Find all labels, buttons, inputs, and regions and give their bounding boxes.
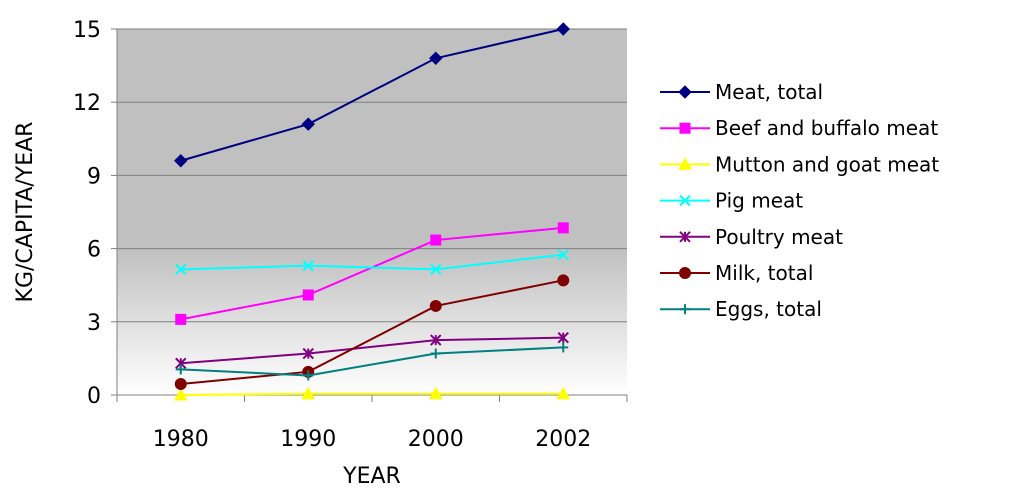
legend-marker — [680, 304, 690, 315]
legend: Meat, total Beef and buffalo meat Mutton a… — [660, 80, 939, 321]
data-point — [175, 263, 187, 276]
data-point — [175, 313, 187, 325]
data-point — [302, 259, 314, 272]
data-point — [175, 364, 186, 375]
series-mutton-and-goat-meat — [173, 386, 571, 401]
data-point — [302, 347, 314, 360]
legend-label: Pig meat — [715, 189, 803, 213]
x-tick-label: 2000 — [408, 427, 464, 452]
y-tick-label: 15 — [73, 18, 101, 43]
legend-marker — [679, 122, 691, 134]
series-line — [180, 346, 564, 377]
series-line — [180, 279, 564, 386]
data-point — [556, 22, 570, 36]
x-tick-label: 1980 — [153, 427, 209, 452]
data-point — [174, 154, 188, 168]
y-tick-label: 3 — [87, 311, 101, 336]
x-tick-label: 2002 — [535, 427, 591, 452]
data-point — [174, 378, 187, 391]
series-line — [180, 28, 564, 162]
legend-label: Mutton and goat meat — [715, 152, 939, 176]
series-eggs-total — [175, 342, 569, 381]
series-line — [180, 336, 564, 365]
x-tick-label: 1990 — [280, 427, 336, 452]
legend-item: Meat, total — [660, 80, 823, 104]
legend-item: Beef and buffalo meat — [660, 116, 938, 140]
legend-marker — [679, 231, 691, 243]
legend-item: Eggs, total — [660, 297, 822, 321]
data-point — [173, 387, 188, 401]
data-point — [303, 370, 314, 381]
legend-item: Mutton and goat meat — [660, 152, 939, 176]
legend-item: Poultry meat — [660, 225, 843, 249]
legend-marker — [679, 267, 691, 279]
data-point — [558, 342, 569, 353]
legend-label: Milk, total — [715, 261, 813, 285]
data-point — [557, 331, 569, 344]
legend-marker — [678, 157, 692, 170]
series-meat-total — [174, 22, 570, 168]
legend-item: Pig meat — [660, 189, 803, 213]
legend-label: Beef and buffalo meat — [715, 116, 938, 140]
plot-area — [117, 29, 627, 395]
data-point — [430, 334, 442, 346]
data-point — [557, 274, 570, 287]
legend-label: Eggs, total — [715, 297, 822, 321]
data-point — [557, 222, 569, 234]
data-point — [430, 348, 441, 359]
data-point — [430, 234, 442, 246]
y-tick-label: 12 — [73, 91, 101, 116]
series-layer — [173, 22, 571, 401]
data-point — [557, 248, 569, 261]
series-line — [180, 392, 564, 396]
data-point — [429, 51, 443, 65]
grid-lines — [117, 28, 627, 323]
data-point — [430, 263, 442, 276]
y-tick-label: 6 — [87, 238, 101, 263]
data-point — [302, 289, 314, 301]
legend-marker — [679, 194, 691, 207]
data-point — [301, 117, 315, 131]
series-poultry-meat — [175, 331, 569, 369]
data-point — [428, 386, 443, 400]
legend-item: Milk, total — [660, 261, 813, 285]
legend-label: Meat, total — [715, 80, 823, 104]
series-pig-meat — [175, 248, 569, 276]
x-axis-title: YEAR — [342, 464, 401, 489]
data-point — [556, 386, 571, 400]
data-point — [301, 386, 316, 400]
y-tick-label: 9 — [87, 164, 101, 189]
legend-label: Poultry meat — [715, 225, 843, 249]
data-point — [429, 299, 442, 312]
y-axis-title: KG/CAPITA/YEAR — [13, 122, 38, 303]
series-line — [180, 253, 564, 271]
y-tick-label: 0 — [87, 384, 101, 409]
tick-labels: 0 3 6 9 12 15 1980 1990 2000 2002 — [73, 18, 591, 452]
legend-marker — [678, 85, 692, 99]
